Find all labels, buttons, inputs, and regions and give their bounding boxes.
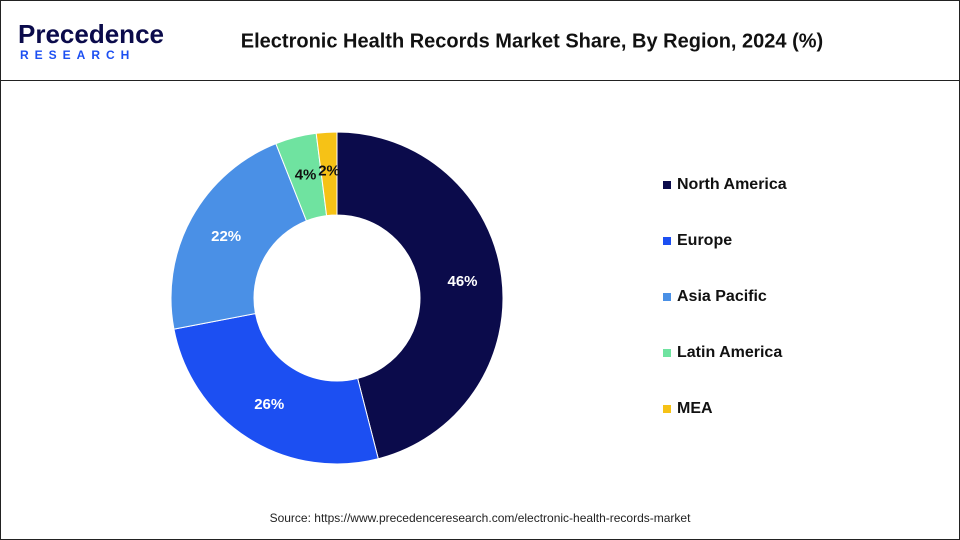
legend-label: MEA bbox=[677, 400, 713, 417]
data-label: 4% bbox=[295, 166, 317, 183]
source: Source: https://www.precedenceresearch.c… bbox=[270, 511, 692, 525]
legend-label: Asia Pacific bbox=[677, 288, 767, 305]
slice bbox=[336, 131, 504, 460]
logo-name: Precedence bbox=[18, 19, 164, 49]
data-label: 26% bbox=[254, 396, 284, 413]
data-label: 2% bbox=[318, 163, 340, 180]
legend-swatch bbox=[663, 237, 671, 245]
legend-swatch bbox=[663, 181, 671, 189]
legend-label: North America bbox=[677, 176, 787, 193]
data-label: 22% bbox=[211, 228, 241, 245]
slice bbox=[170, 143, 308, 330]
legend-swatch bbox=[663, 405, 671, 413]
slice bbox=[173, 312, 379, 465]
legend-label: Latin America bbox=[677, 344, 782, 361]
legend-swatch bbox=[663, 293, 671, 301]
data-label: 46% bbox=[447, 273, 477, 290]
slice bbox=[315, 131, 338, 217]
legend-swatch bbox=[663, 349, 671, 357]
legend-label: Europe bbox=[677, 232, 732, 249]
logo-sub: RESEARCH bbox=[20, 48, 135, 62]
chart-title: Electronic Health Records Market Share, … bbox=[241, 30, 823, 52]
